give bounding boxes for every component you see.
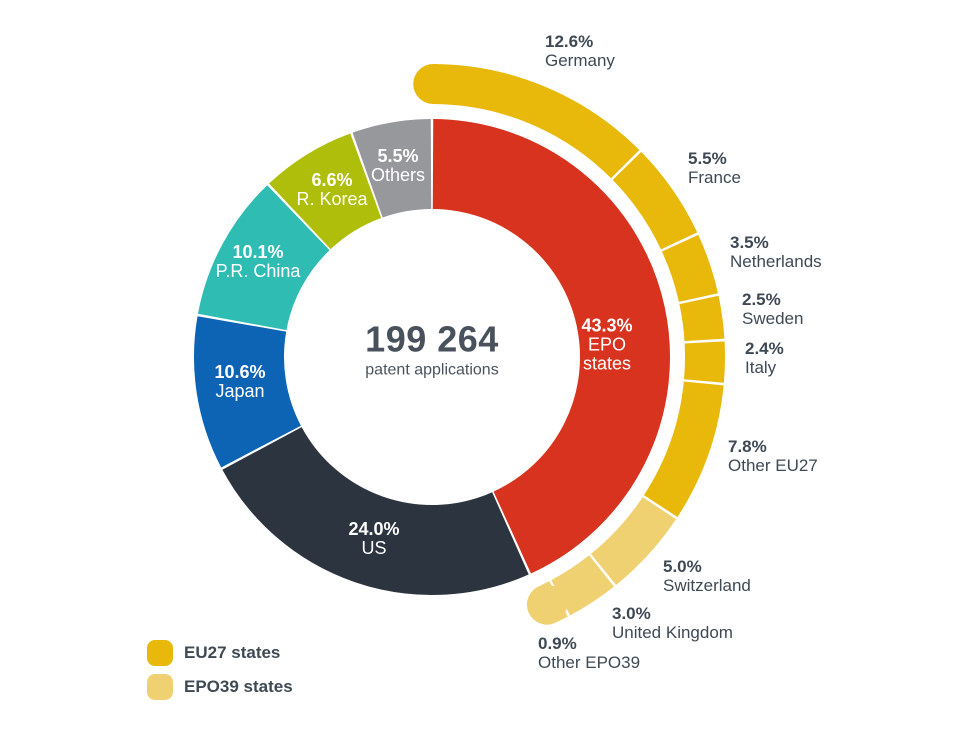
donut-segment-us: [222, 426, 529, 595]
donut-label-us-name: US: [361, 538, 387, 558]
donut-segment-r-korea: [269, 133, 383, 250]
ring-label-sweden-pct: 2.5%: [742, 290, 781, 309]
legend-swatch-eu27: [147, 640, 173, 666]
legend-label-eu27: EU27 states: [184, 643, 281, 662]
ring-label-switzerland: 5.0% Switzerland: [663, 557, 751, 595]
donut-label-r-korea-pct: 6.6%: [311, 170, 353, 190]
ring-label-other-eu27-pct: 7.8%: [728, 437, 767, 456]
ring-label-united-kingdom: 3.0% United Kingdom: [612, 604, 733, 642]
donut-label-japan-name: Japan: [215, 381, 265, 401]
donut-segment-p-r-china: [197, 185, 331, 332]
total-applications-value: 199 264: [365, 318, 499, 360]
ring-label-netherlands: 3.5% Netherlands: [730, 233, 822, 271]
donut-label-p-r-china: 10.1% P.R. China: [216, 243, 301, 281]
ring-label-germany-name: Germany: [545, 51, 615, 70]
ring-label-other-eu27: 7.8% Other EU27: [728, 437, 818, 475]
ring-label-sweden-name: Sweden: [742, 309, 804, 328]
ring-label-france-pct: 5.5%: [688, 149, 727, 168]
ring-label-italy-pct: 2.4%: [745, 339, 784, 358]
ring-label-other-eu27-name: Other EU27: [728, 456, 818, 475]
donut-label-r-korea: 6.6% R. Korea: [296, 171, 367, 209]
donut-segment-others: [352, 119, 433, 218]
legend-item-epo39: EPO39 states: [147, 674, 293, 700]
ring-segment-sweden: [679, 295, 725, 342]
ring-label-other-epo39-pct: 0.9%: [538, 634, 577, 653]
ring-segment-united-kingdom: [550, 555, 615, 616]
ring-label-netherlands-pct: 3.5%: [730, 233, 769, 252]
ring-label-germany: 12.6% Germany: [545, 32, 615, 70]
legend-label-epo39: EPO39 states: [184, 677, 293, 696]
ring-label-other-epo39: 0.9% Other EPO39: [538, 634, 640, 672]
donut-label-epo-states: 43.3% EPO states: [581, 315, 633, 374]
donut-label-japan: 10.6% Japan: [214, 363, 265, 401]
ring-segment-switzerland: [590, 496, 676, 585]
donut-label-others-name: Others: [370, 165, 426, 185]
ring-label-germany-pct: 12.6%: [545, 32, 594, 51]
total-applications-caption: patent applications: [365, 361, 499, 379]
donut-label-p-r-china-pct: 10.1%: [232, 242, 284, 262]
ring-segment-france: [612, 151, 698, 250]
ring-label-france: 5.5% France: [688, 149, 741, 187]
donut-label-epo-states-pct: 43.3%: [581, 315, 633, 336]
ring-segment-netherlands: [661, 234, 718, 303]
donut-label-us-pct: 24.0%: [348, 519, 400, 539]
donut-label-epo-states-name: states: [582, 353, 632, 374]
ring-label-united-kingdom-pct: 3.0%: [612, 604, 651, 623]
legend-item-eu27: EU27 states: [147, 640, 293, 666]
legend-swatch-epo39: [147, 674, 173, 700]
donut-segment-japan: [194, 316, 302, 468]
ring-segment-other-eu27: [643, 381, 724, 517]
donut-label-japan-pct: 10.6%: [214, 362, 266, 382]
chart-center-label: 199 264 patent applications: [365, 318, 499, 380]
donut-label-p-r-china-name: P.R. China: [215, 261, 301, 281]
donut-label-epo-states-name: EPO: [587, 334, 627, 355]
ring-label-italy: 2.4% Italy: [745, 339, 784, 377]
ring-segment-italy: [683, 341, 725, 383]
ring-label-switzerland-pct: 5.0%: [663, 557, 702, 576]
ring-label-other-epo39-name: Other EPO39: [538, 653, 641, 672]
donut-label-r-korea-name: R. Korea: [296, 189, 368, 209]
ring-label-sweden: 2.5% Sweden: [742, 290, 803, 328]
donut-label-others-pct: 5.5%: [377, 146, 419, 166]
donut-label-us: 24.0% US: [348, 520, 399, 558]
ring-label-italy-name: Italy: [745, 358, 777, 377]
ring-label-netherlands-name: Netherlands: [730, 252, 822, 271]
donut-segment-epo-states: [431, 119, 670, 574]
ring-segment-other-epo39: [538, 581, 568, 623]
ring-label-united-kingdom-name: United Kingdom: [612, 623, 733, 642]
ring-segment-germany: [432, 64, 640, 179]
ring-label-france-name: France: [688, 168, 741, 187]
legend: EU27 states EPO39 states: [147, 640, 293, 700]
donut-label-others: 5.5% Others: [371, 147, 425, 185]
ring-label-switzerland-name: Switzerland: [663, 576, 751, 595]
